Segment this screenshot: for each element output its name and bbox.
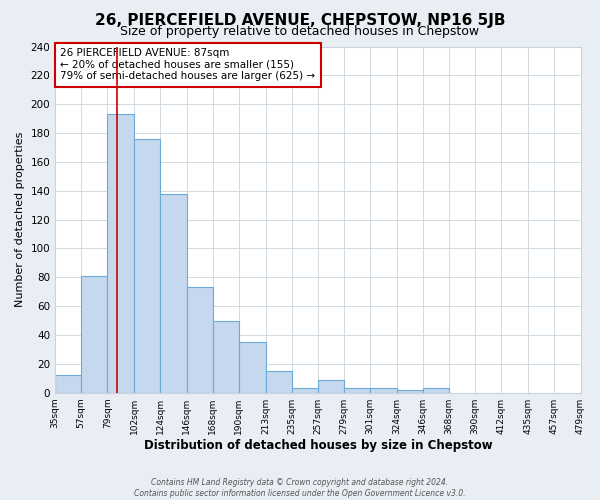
- Bar: [318, 380, 344, 392]
- X-axis label: Distribution of detached houses by size in Chepstow: Distribution of detached houses by size …: [143, 440, 492, 452]
- Text: 26, PIERCEFIELD AVENUE, CHEPSTOW, NP16 5JB: 26, PIERCEFIELD AVENUE, CHEPSTOW, NP16 5…: [95, 12, 505, 28]
- Bar: [239, 342, 266, 392]
- Y-axis label: Number of detached properties: Number of detached properties: [15, 132, 25, 308]
- Bar: [292, 388, 318, 392]
- Bar: [187, 288, 212, 393]
- Text: Contains HM Land Registry data © Crown copyright and database right 2024.
Contai: Contains HM Land Registry data © Crown c…: [134, 478, 466, 498]
- Bar: [212, 320, 239, 392]
- Bar: [397, 390, 423, 392]
- Bar: [55, 376, 81, 392]
- Bar: [266, 371, 292, 392]
- Bar: [160, 194, 187, 392]
- Text: Size of property relative to detached houses in Chepstow: Size of property relative to detached ho…: [121, 25, 479, 38]
- Bar: [134, 139, 160, 392]
- Bar: [423, 388, 449, 392]
- Text: 26 PIERCEFIELD AVENUE: 87sqm
← 20% of detached houses are smaller (155)
79% of s: 26 PIERCEFIELD AVENUE: 87sqm ← 20% of de…: [61, 48, 316, 82]
- Bar: [370, 388, 397, 392]
- Bar: [344, 388, 370, 392]
- Bar: [107, 114, 134, 392]
- Bar: [81, 276, 107, 392]
